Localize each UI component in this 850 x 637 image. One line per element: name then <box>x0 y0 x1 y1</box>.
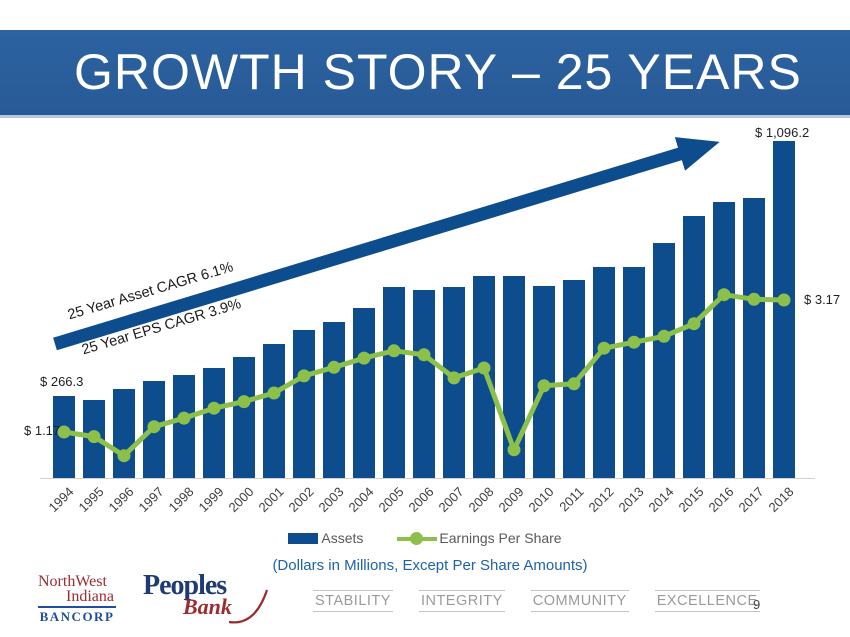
value-word-excellence: EXCELLENCE <box>654 590 760 612</box>
peoples-logo-line1: Peoples <box>143 570 227 601</box>
slide-title: GROWTH STORY – 25 YEARS <box>74 44 802 100</box>
chart-legend: Assets Earnings Per Share <box>0 530 850 546</box>
northwest-indiana-bancorp-logo: NorthWest Indiana BANCORP <box>38 573 116 625</box>
nwi-logo-line3: BANCORP <box>39 609 115 624</box>
asset-bar-2002 <box>293 330 315 478</box>
peoples-logo-swoosh <box>228 589 269 624</box>
assets-2018-value-label: $ 1,096.2 <box>755 125 810 140</box>
asset-bar-1998 <box>173 375 195 478</box>
nwi-logo-line1: NorthWest <box>38 573 107 590</box>
title-banner: GROWTH STORY – 25 YEARS <box>0 30 850 115</box>
value-word-integrity: INTEGRITY <box>418 590 505 612</box>
asset-bar-2008 <box>473 276 495 478</box>
asset-bar-2003 <box>323 322 345 478</box>
asset-bar-2015 <box>683 216 705 478</box>
asset-bar-2004 <box>353 308 375 478</box>
peoples-bank-logo: Peoples Bank <box>143 570 269 630</box>
asset-bar-2010 <box>533 286 555 478</box>
asset-bar-1999 <box>203 368 225 478</box>
eps-legend-swatch <box>397 531 438 545</box>
company-values-row: STABILITY INTEGRITY COMMUNITY EXCELLENCE <box>313 590 760 612</box>
nwi-logo-rule <box>38 606 116 608</box>
eps-legend-dot <box>410 531 424 545</box>
asset-bar-2009 <box>503 276 525 478</box>
x-axis-line <box>40 478 815 479</box>
asset-bar-1996 <box>113 389 135 478</box>
nwi-logo-line2: Indiana <box>66 588 114 605</box>
asset-bar-1995 <box>83 400 105 478</box>
eps-1994-value-label: $ 1.17 <box>24 423 61 438</box>
asset-bar-2014 <box>653 243 675 478</box>
asset-bar-2018 <box>773 141 795 478</box>
asset-bar-2017 <box>743 198 765 478</box>
asset-bar-2012 <box>593 267 615 478</box>
page-number: 9 <box>753 597 761 612</box>
asset-bar-2005 <box>383 287 405 478</box>
asset-bar-1997 <box>143 381 165 478</box>
value-word-community: COMMUNITY <box>530 590 629 612</box>
asset-bar-2016 <box>713 202 735 478</box>
asset-bar-2007 <box>443 287 465 478</box>
assets-legend-label: Assets <box>321 530 364 546</box>
peoples-logo-line2: Bank <box>183 594 232 619</box>
asset-bar-2000 <box>233 357 255 478</box>
asset-bar-2001 <box>263 344 285 478</box>
asset-bar-2011 <box>563 280 585 478</box>
value-word-stability: STABILITY <box>313 590 393 612</box>
eps-2018-value-label: $ 3.17 <box>804 292 841 307</box>
units-footnote: (Dollars in Millions, Except Per Share A… <box>272 557 588 574</box>
banner-accent-strip <box>0 115 850 118</box>
asset-bar-2013 <box>623 267 645 478</box>
assets-legend-swatch <box>288 532 319 544</box>
eps-legend-label: Earnings Per Share <box>439 530 562 546</box>
asset-bar-2006 <box>413 290 435 478</box>
assets-1994-value-label: $ 266.3 <box>40 374 84 389</box>
